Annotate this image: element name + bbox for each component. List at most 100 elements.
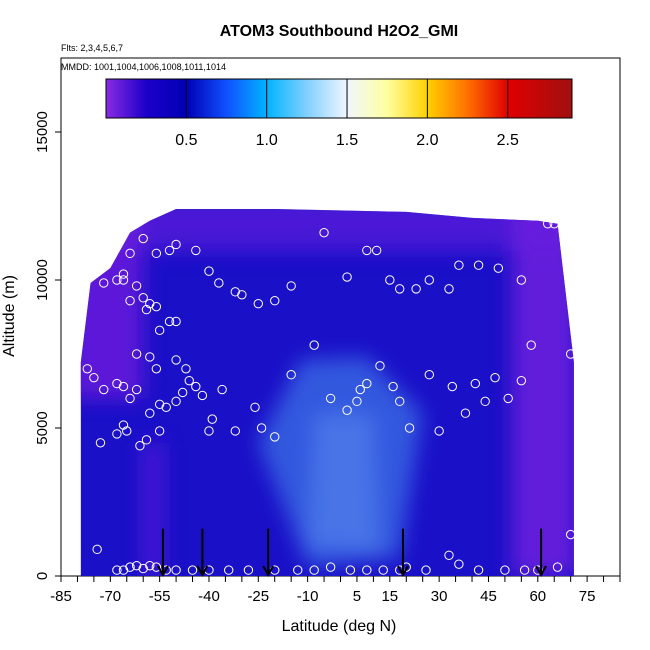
observation-point [434,426,444,436]
observation-point [217,384,227,395]
colorbar-ticks: 0.5 1.0 1.5 2.0 2.5 [175,79,519,149]
observation-point [125,248,135,259]
y-tick-label: 10000 [34,259,51,301]
observation-point [424,275,434,285]
edge-top [80,208,574,251]
observation-point [309,340,319,350]
observation-point [72,278,83,288]
observation-point [161,402,171,412]
flight-arrow [397,528,409,578]
flight-arrow [157,528,169,578]
colorbar-tick-label: 2.5 [497,132,519,149]
field-core [258,356,423,568]
observation-point [480,396,490,407]
edge-north [511,208,574,576]
observation-point [197,390,208,401]
observation-point [362,378,372,389]
observation-point [256,423,267,433]
observation-point [171,239,181,250]
observation-point [460,408,471,418]
observation-point [145,560,155,571]
observation-point [207,414,217,424]
observation-point [565,529,576,540]
observation-point [388,381,398,392]
observation-point [503,393,513,404]
observation-point [181,364,191,374]
observation-point [516,375,527,386]
observation-point [154,325,165,336]
observation-point [89,372,99,383]
x-tick-label: 30 [431,588,448,605]
observation-point [385,275,395,285]
observation-point [118,269,129,279]
observation-point [138,293,148,303]
observation-point [154,399,165,410]
chart-title: ATOM3 Southbound H2O2_GMI [220,23,459,40]
observation-point [92,544,102,555]
colorbar-tick-label: 2.0 [416,132,438,149]
observation-point [394,396,405,407]
observation-point [171,396,181,407]
observation-point [131,281,142,291]
observation-point [325,393,336,404]
x-tick-label: 45 [480,588,497,605]
observation-point [230,426,240,436]
observation-point [559,222,569,232]
observation-point [454,559,464,569]
observation-point [112,378,122,389]
observation-point [151,248,162,259]
observation-point [171,355,181,365]
observation-point [141,435,152,445]
observation-point [286,281,296,291]
observation-point [404,423,415,433]
observation-point [342,405,352,415]
observation-point [286,370,296,380]
observation-point [214,278,224,288]
observation-point [519,565,530,575]
observation-point [151,562,162,572]
flight-arrows [157,528,547,578]
observation-point [270,432,280,442]
y-tick-label: 15000 [34,111,51,153]
observation-point [204,426,214,436]
observation-point [490,372,500,383]
x-tick-label: -70 [99,588,121,605]
observation-point [125,393,135,404]
observation-point [253,298,263,309]
x-tick-label: -10 [297,588,319,605]
observation-point [516,275,527,285]
observation-point [118,420,129,430]
flight-arrow [262,528,275,578]
x-tick-label: 15 [381,588,398,605]
observation-point [187,565,198,575]
colorbar-tick-label: 0.5 [175,132,197,149]
observation-point [230,287,240,297]
colorbar-rect [105,78,573,119]
observation-point [444,550,454,560]
x-tick-label: -55 [149,588,171,605]
x-axis-label: Latitude (deg N) [282,618,397,635]
observation-point [145,298,155,309]
observation-point [122,426,132,436]
observation-point [125,296,135,306]
observation-point [125,562,135,572]
observation-markers [72,219,576,575]
observation-point [552,562,563,572]
x-axis: -85 -70 -55 -40 -25 -10 5 15 30 45 60 75 [50,576,621,605]
observation-point [470,378,481,389]
observation-point [526,340,536,350]
observation-point [394,284,405,294]
observation-point [565,349,576,359]
observation-point [171,316,181,327]
observation-point [141,304,152,315]
y-tick-label: 5000 [34,411,51,444]
observation-point [250,402,260,412]
observation-point [444,284,454,294]
colorbar-tick-label: 1.0 [256,132,278,149]
flight-arrow [535,528,547,578]
y-tick-label: 0 [34,572,51,580]
observation-point [135,441,145,451]
edge-south-lower [143,442,163,576]
observation-point [270,296,280,306]
